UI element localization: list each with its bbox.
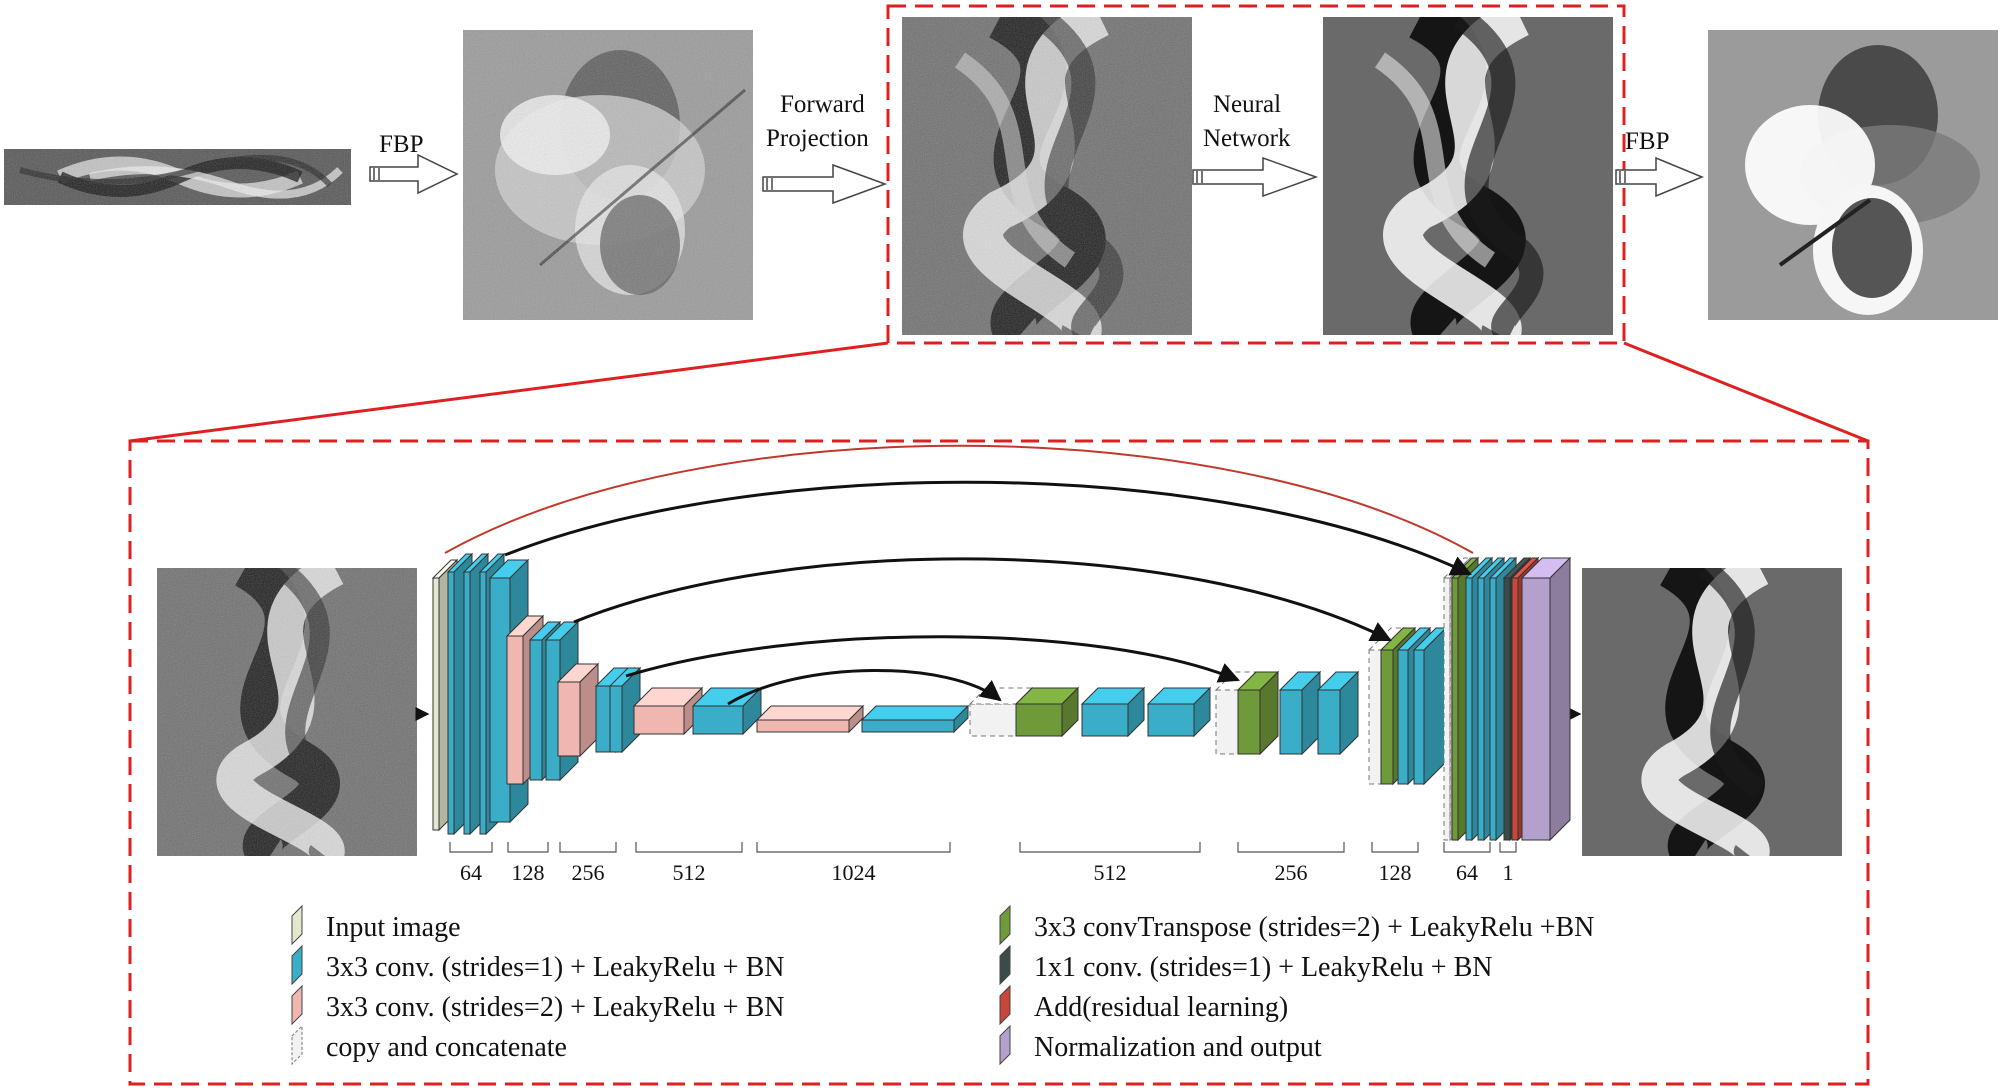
layer-block-9 [556, 662, 600, 758]
hollow-arrow-fbp-1 [369, 153, 459, 195]
fbp-label-1: FBP [379, 131, 423, 158]
channel-label-3: 256 [572, 860, 605, 885]
channel-label-5: 1024 [832, 860, 876, 885]
legend: Input image 3x3 conv. (strides=1) + Leaky… [291, 904, 1594, 1066]
neural-network-label-line2: Network [1203, 125, 1291, 152]
legend-swatch-1 [291, 904, 303, 946]
legend-swatch-6 [999, 944, 1011, 986]
channel-bracket-2 [507, 842, 549, 853]
channel-label-2: 128 [512, 860, 545, 885]
layer-block-17 [1014, 686, 1080, 738]
input-sinogram-strip [4, 149, 351, 205]
layer-block-18 [1080, 686, 1146, 738]
hollow-arrow-fbp-2 [1615, 156, 1704, 198]
neural-network-label-line1: Neural [1213, 91, 1281, 118]
layer-block-35 [1520, 556, 1572, 842]
legend-swatch-4 [291, 1024, 303, 1066]
legend-item-8: Normalization and output [999, 1024, 1322, 1066]
fbp-label-2: FBP [1625, 128, 1669, 155]
zoom-line-right [1623, 341, 1869, 443]
legend-swatch-5 [999, 904, 1011, 946]
sinogram-noisy [902, 17, 1192, 335]
legend-label-3: 3x3 conv. (strides=2) + LeakyRelu + BN [326, 992, 784, 1023]
legend-swatch-7 [999, 984, 1011, 1026]
legend-item-7: Add(residual learning) [999, 984, 1288, 1026]
channel-brackets: 64 128 256 512 1024 512 256 128 64 1 [449, 842, 1517, 885]
fbp-reconstruction-noisy [463, 30, 753, 320]
network-output-sinogram [1582, 568, 1842, 856]
residual-arc [444, 444, 1474, 554]
forward-projection-label-line1: Forward [780, 91, 865, 118]
legend-label-6: 1x1 conv. (strides=1) + LeakyRelu + BN [1034, 952, 1492, 983]
layer-block-12 [632, 686, 704, 736]
channel-bracket-10 [1499, 842, 1517, 853]
layer-block-21 [1236, 670, 1280, 756]
layer-block-23 [1316, 670, 1360, 756]
sinogram-clean [1323, 17, 1613, 335]
legend-label-7: Add(residual learning) [1034, 992, 1288, 1023]
channel-bracket-6 [1019, 842, 1201, 853]
legend-item-5: 3x3 convTranspose (strides=2) + LeakyRel… [999, 904, 1594, 946]
skip-arc-128 [573, 557, 1392, 642]
channel-label-1: 64 [460, 860, 482, 885]
skip-arc-64 [504, 480, 1472, 576]
channel-label-8: 128 [1379, 860, 1412, 885]
legend-label-8: Normalization and output [1034, 1032, 1322, 1063]
channel-bracket-5 [756, 842, 951, 853]
fbp-reconstruction-clean [1708, 30, 1998, 320]
layer-block-13 [691, 686, 763, 736]
legend-label-2: 3x3 conv. (strides=1) + LeakyRelu + BN [326, 952, 784, 983]
legend-label-5: 3x3 convTranspose (strides=2) + LeakyRel… [1034, 912, 1594, 943]
legend-item-1: Input image [291, 904, 461, 946]
skip-arc-512 [727, 669, 1002, 706]
channel-bracket-9 [1443, 842, 1491, 853]
layer-block-27 [1412, 626, 1448, 786]
hollow-arrow-forward-projection [762, 163, 888, 205]
hollow-arrow-neural-network [1192, 156, 1319, 198]
highlight-box-network [128, 439, 1870, 1086]
channel-bracket-3 [559, 842, 617, 853]
network-input-sinogram [157, 568, 417, 856]
layer-block-22 [1278, 670, 1322, 756]
legend-swatch-8 [999, 1024, 1011, 1066]
legend-label-1: Input image [326, 912, 461, 943]
legend-swatch-2 [291, 944, 303, 986]
legend-item-2: 3x3 conv. (strides=1) + LeakyRelu + BN [291, 944, 784, 986]
channel-bracket-7 [1237, 842, 1345, 853]
channel-bracket-8 [1371, 842, 1419, 853]
channel-label-4: 512 [673, 860, 706, 885]
skip-arc-256 [625, 635, 1240, 683]
legend-swatch-3 [291, 984, 303, 1026]
channel-bracket-1 [449, 842, 493, 853]
layer-block-15 [860, 704, 970, 734]
channel-label-6: 512 [1094, 860, 1127, 885]
legend-label-4: copy and concatenate [326, 1032, 567, 1063]
legend-item-3: 3x3 conv. (strides=2) + LeakyRelu + BN [291, 984, 784, 1026]
layer-block-19 [1146, 686, 1212, 738]
channel-bracket-4 [635, 842, 743, 853]
channel-label-9: 64 [1456, 860, 1478, 885]
zoom-line-left [129, 341, 889, 443]
layer-block-14 [755, 704, 865, 734]
network-layers [431, 552, 1572, 842]
forward-projection-label-line2: Projection [766, 125, 869, 152]
channel-label-10: 1 [1503, 860, 1514, 885]
channel-label-7: 256 [1275, 860, 1308, 885]
legend-item-6: 1x1 conv. (strides=1) + LeakyRelu + BN [999, 944, 1492, 986]
legend-item-4: copy and concatenate [291, 1024, 567, 1066]
